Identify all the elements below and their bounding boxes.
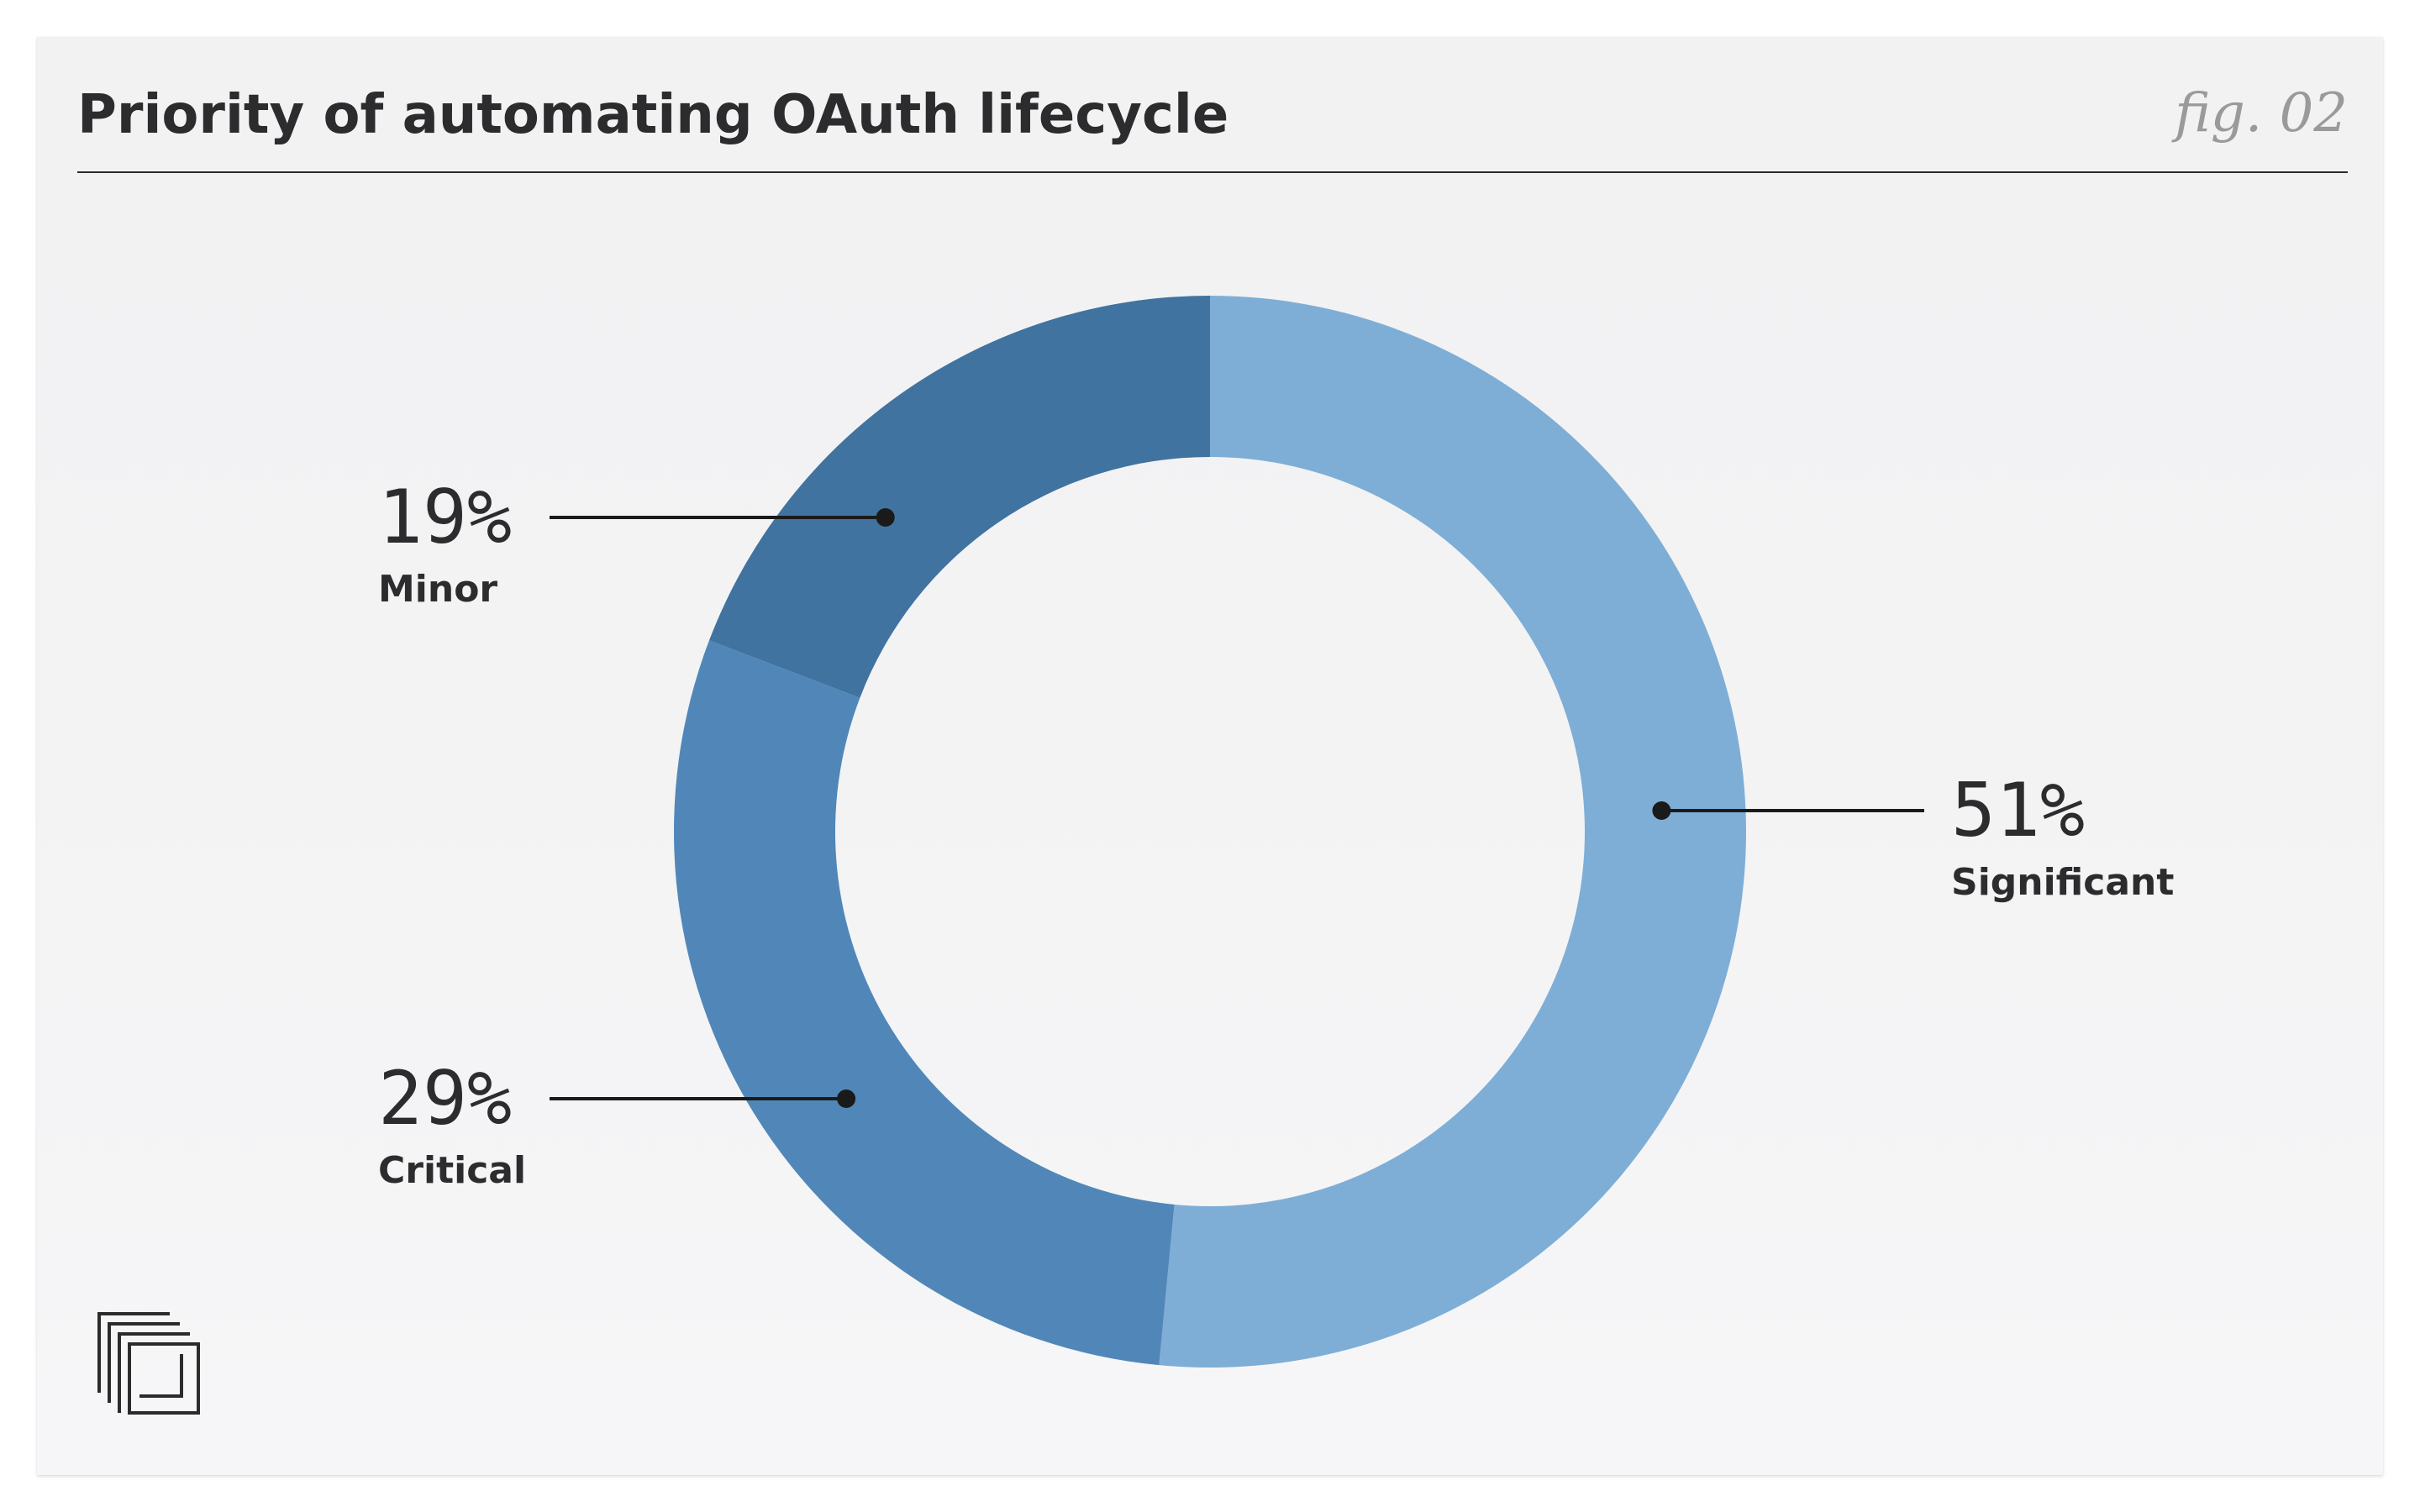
category-label-critical: Critical [378, 1149, 526, 1192]
donut-slice-minor [709, 296, 1210, 698]
donut-slice-significant [1159, 296, 1747, 1368]
chart-title: Priority of automating OAuth lifecycle [77, 84, 1229, 146]
category-label-minor: Minor [378, 568, 497, 611]
donut-slices [674, 296, 1747, 1368]
chart-header: Priority of automating OAuth lifecycle f… [77, 81, 2348, 173]
category-label-significant: Significant [1951, 861, 2174, 904]
leader-dot-critical [837, 1089, 856, 1108]
figure-label: fig. 02 [2175, 82, 2348, 144]
donut-slice-critical [674, 640, 1175, 1366]
leader-dot-minor [876, 508, 895, 527]
value-label-significant: 51% [1951, 767, 2085, 853]
value-label-minor: 19% [378, 474, 512, 560]
leader-dot-significant [1652, 801, 1671, 820]
stacked-squares-logo-icon [97, 1312, 200, 1415]
value-label-critical: 29% [378, 1055, 512, 1142]
donut-annotations: 51% Significant 29% Critical 19% Minor [378, 474, 2174, 1192]
